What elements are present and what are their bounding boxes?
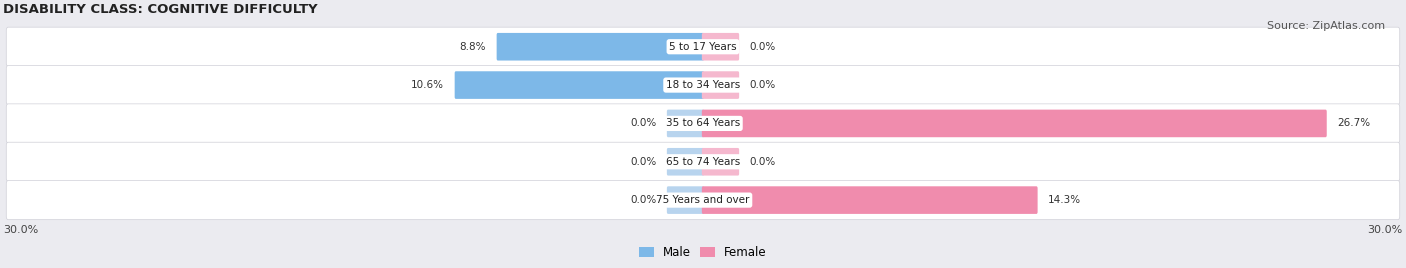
FancyBboxPatch shape [702, 33, 740, 61]
Text: 26.7%: 26.7% [1337, 118, 1371, 128]
FancyBboxPatch shape [666, 148, 704, 176]
Text: DISABILITY CLASS: COGNITIVE DIFFICULTY: DISABILITY CLASS: COGNITIVE DIFFICULTY [3, 3, 318, 16]
FancyBboxPatch shape [702, 186, 1038, 214]
Text: 0.0%: 0.0% [630, 118, 657, 128]
FancyBboxPatch shape [702, 71, 740, 99]
FancyBboxPatch shape [666, 186, 704, 214]
Text: Source: ZipAtlas.com: Source: ZipAtlas.com [1267, 21, 1385, 31]
Legend: Male, Female: Male, Female [634, 241, 772, 264]
Text: 0.0%: 0.0% [630, 195, 657, 205]
Text: 30.0%: 30.0% [3, 225, 39, 235]
Text: 5 to 17 Years: 5 to 17 Years [669, 42, 737, 52]
Text: 10.6%: 10.6% [411, 80, 444, 90]
Text: 18 to 34 Years: 18 to 34 Years [666, 80, 740, 90]
FancyBboxPatch shape [496, 33, 704, 61]
Text: 8.8%: 8.8% [460, 42, 486, 52]
Text: 35 to 64 Years: 35 to 64 Years [666, 118, 740, 128]
Text: 0.0%: 0.0% [749, 80, 776, 90]
FancyBboxPatch shape [6, 104, 1400, 143]
Text: 30.0%: 30.0% [1367, 225, 1403, 235]
FancyBboxPatch shape [6, 181, 1400, 220]
Text: 75 Years and over: 75 Years and over [657, 195, 749, 205]
Text: 14.3%: 14.3% [1047, 195, 1081, 205]
Text: 0.0%: 0.0% [749, 42, 776, 52]
FancyBboxPatch shape [702, 110, 1327, 137]
FancyBboxPatch shape [6, 142, 1400, 181]
FancyBboxPatch shape [6, 27, 1400, 66]
Text: 0.0%: 0.0% [749, 157, 776, 167]
FancyBboxPatch shape [6, 65, 1400, 105]
Text: 0.0%: 0.0% [630, 157, 657, 167]
FancyBboxPatch shape [454, 71, 704, 99]
FancyBboxPatch shape [666, 110, 704, 137]
Text: 65 to 74 Years: 65 to 74 Years [666, 157, 740, 167]
FancyBboxPatch shape [702, 148, 740, 176]
